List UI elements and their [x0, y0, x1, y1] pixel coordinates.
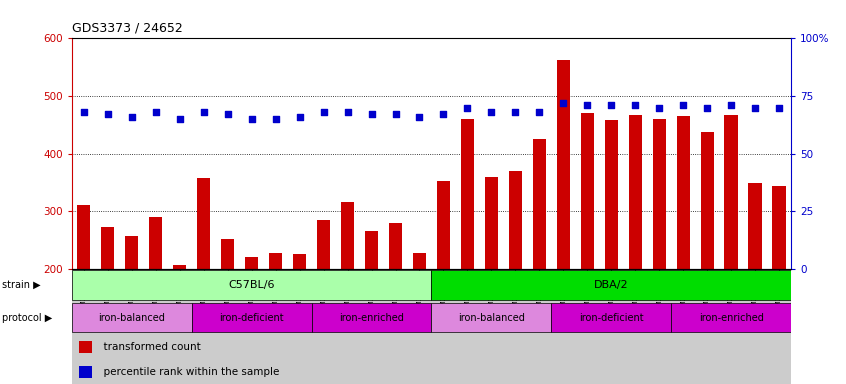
Point — [508, 109, 522, 115]
Bar — [80, 366, 92, 377]
Bar — [269, 253, 283, 269]
Bar — [557, 60, 570, 269]
Point — [173, 116, 186, 122]
Point — [341, 109, 354, 115]
Bar — [629, 115, 642, 269]
Bar — [77, 205, 91, 269]
Point — [772, 104, 786, 111]
Point — [700, 104, 714, 111]
Bar — [580, 113, 594, 269]
Text: iron-balanced: iron-balanced — [98, 313, 165, 323]
Point — [149, 109, 162, 115]
Bar — [72, 303, 192, 333]
Point — [316, 109, 330, 115]
Text: GDS3373 / 24652: GDS3373 / 24652 — [72, 22, 183, 35]
Point — [749, 104, 762, 111]
Point — [365, 111, 378, 118]
Bar — [125, 236, 139, 269]
Bar — [749, 183, 761, 269]
Text: strain ▶: strain ▶ — [2, 280, 41, 290]
Point — [437, 111, 450, 118]
Point — [652, 104, 666, 111]
Bar — [508, 171, 522, 269]
Text: iron-enriched: iron-enriched — [339, 313, 404, 323]
Point — [604, 102, 618, 108]
Text: protocol ▶: protocol ▶ — [2, 313, 52, 323]
Point — [125, 114, 139, 120]
Bar — [431, 270, 791, 300]
Bar — [72, 270, 431, 300]
Point — [413, 114, 426, 120]
Bar — [102, 227, 114, 269]
Text: iron-deficient: iron-deficient — [219, 313, 284, 323]
Bar — [221, 239, 234, 269]
Bar — [341, 202, 354, 269]
Point — [724, 102, 738, 108]
Point — [460, 104, 474, 111]
Bar — [461, 119, 474, 269]
Text: iron-balanced: iron-balanced — [458, 313, 525, 323]
Bar — [80, 341, 92, 353]
Text: iron-enriched: iron-enriched — [699, 313, 764, 323]
Bar — [652, 119, 666, 269]
Bar — [173, 265, 186, 269]
Point — [77, 109, 91, 115]
Bar — [552, 303, 671, 333]
Point — [580, 102, 594, 108]
Bar — [365, 231, 378, 269]
Point — [197, 109, 211, 115]
Bar — [293, 254, 306, 269]
Bar — [677, 116, 689, 269]
Text: percentile rank within the sample: percentile rank within the sample — [97, 366, 279, 377]
Point — [677, 102, 690, 108]
Point — [245, 116, 259, 122]
Bar — [605, 120, 618, 269]
Point — [485, 109, 498, 115]
Bar — [700, 132, 714, 269]
Point — [101, 111, 114, 118]
Point — [388, 111, 403, 118]
Point — [533, 109, 547, 115]
Bar — [437, 180, 450, 269]
Bar — [431, 303, 552, 333]
Bar — [317, 220, 330, 269]
Point — [269, 116, 283, 122]
Bar — [413, 253, 426, 269]
Bar — [671, 303, 791, 333]
Bar — [192, 303, 311, 333]
Point — [293, 114, 306, 120]
Point — [629, 102, 642, 108]
Bar — [311, 303, 431, 333]
Bar — [724, 115, 738, 269]
Text: DBA/2: DBA/2 — [594, 280, 629, 290]
Bar — [485, 177, 498, 269]
Bar — [389, 223, 402, 269]
Point — [557, 100, 570, 106]
Bar — [149, 217, 162, 269]
Text: transformed count: transformed count — [97, 341, 201, 352]
Bar — [533, 139, 546, 269]
Bar — [245, 257, 258, 269]
Bar — [772, 186, 786, 269]
Text: iron-deficient: iron-deficient — [579, 313, 644, 323]
Bar — [197, 178, 211, 269]
Text: C57BL/6: C57BL/6 — [228, 280, 275, 290]
Point — [221, 111, 234, 118]
